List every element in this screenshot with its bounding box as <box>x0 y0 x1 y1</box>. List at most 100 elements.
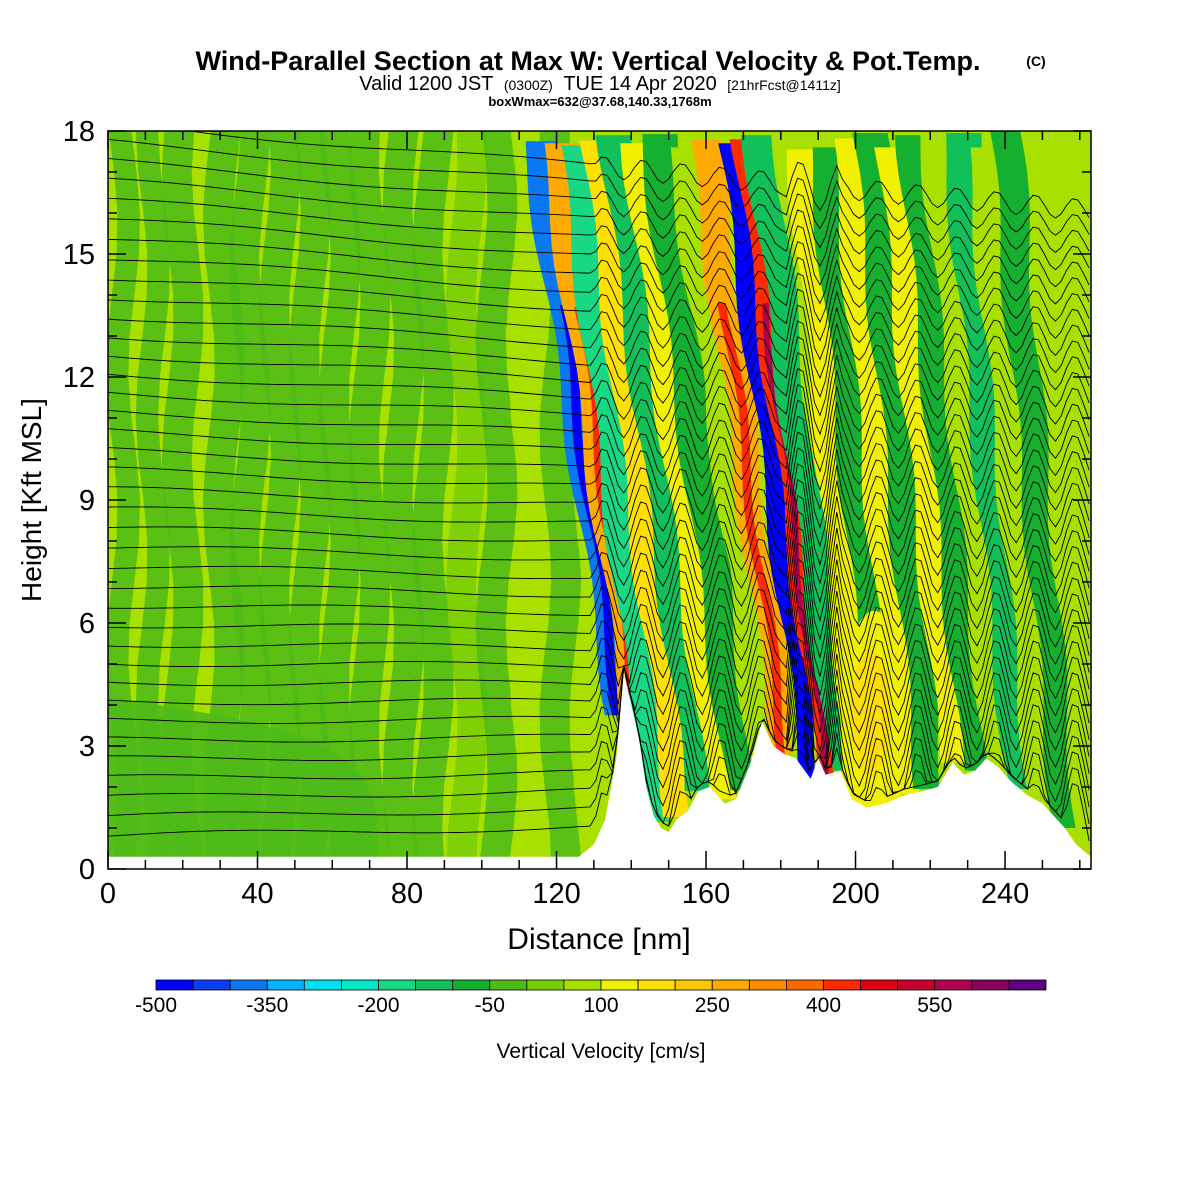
x-tick-label: 200 <box>831 878 879 910</box>
chart-title: Wind-Parallel Section at Max W: Vertical… <box>196 46 981 76</box>
velocity-field <box>108 131 1076 869</box>
isentrope-contours <box>108 131 1090 841</box>
x-axis-tick-labels: 0 40 80 120 160 200 240 <box>100 878 1029 910</box>
isentrope-line <box>108 478 1090 585</box>
isentrope-line <box>108 238 1090 324</box>
y-axis-tick-labels: 0 3 6 9 12 15 18 <box>63 116 95 886</box>
isentrope-line <box>108 318 1090 398</box>
x-tick-label: 160 <box>682 878 730 910</box>
colorbar-swatch <box>229 979 268 991</box>
isentrope-line <box>108 415 1090 511</box>
isentrope-line <box>108 665 1090 807</box>
terrain-profile <box>108 672 1091 869</box>
colorbar-swatch <box>303 979 342 991</box>
isentrope-line <box>108 177 1090 271</box>
colorbar-label: Vertical Velocity [cm/s] <box>497 1040 706 1063</box>
colorbar-swatch <box>563 979 602 991</box>
colorbar-swatch <box>378 979 416 991</box>
terrain-mask <box>108 672 1091 869</box>
isentrope-line <box>108 542 1090 659</box>
colorbar-swatch <box>823 979 861 991</box>
isentrope-line <box>108 665 1090 827</box>
velocity-band-wave <box>990 131 1076 828</box>
velocity-band-wave <box>741 135 856 771</box>
isentrope-line <box>108 605 1090 733</box>
colorbar-swatch <box>637 979 676 991</box>
axis-ticks <box>107 130 1091 870</box>
isentrope-line <box>108 462 1090 567</box>
isentrope-line <box>108 621 1090 752</box>
colorbar-swatch <box>674 979 713 991</box>
colorbar-tick-label: -50 <box>475 994 505 1017</box>
velocity-band-wave <box>920 131 1015 767</box>
colorbar-swatch <box>748 979 787 991</box>
velocity-band-wave <box>642 134 757 791</box>
velocity-band-west <box>509 131 552 869</box>
y-axis-label: Height [Kft MSL] <box>16 398 47 602</box>
colorbar-swatch <box>897 979 936 991</box>
velocity-band-west <box>135 131 170 869</box>
y-tick-label: 18 <box>63 116 95 148</box>
isentrope-line <box>108 197 1090 288</box>
colorbar-tick-label: 400 <box>806 994 841 1017</box>
isentrope-line <box>108 158 1090 253</box>
isentrope-line <box>108 665 1090 824</box>
subtitle-valid: Valid 1200 JST <box>359 73 493 95</box>
colorbar-swatch <box>155 979 194 991</box>
isentrope-line <box>108 383 1090 473</box>
colorbar-swatch <box>711 979 750 991</box>
velocity-band-core <box>744 307 811 779</box>
isentrope-line <box>108 510 1090 623</box>
y-tick-label: 15 <box>63 239 95 271</box>
isentrope-line <box>108 218 1090 305</box>
colorbar-swatch <box>341 979 379 991</box>
colorbar-tick-labels: -500 -350 -200 -50 100 250 400 550 <box>135 994 952 1017</box>
velocity-band-wave <box>561 145 671 822</box>
isentrope-line <box>186 131 1090 219</box>
colorbar-swatch <box>934 979 973 991</box>
colorbar-tick-label: 250 <box>695 994 730 1017</box>
isentrope-line <box>108 665 1090 771</box>
colorbar <box>155 979 1047 991</box>
chart-annotation: boxWmax=632@37.68,140.33,1768m <box>488 94 711 109</box>
y-tick-label: 9 <box>79 485 95 517</box>
isentrope-line <box>108 279 1090 361</box>
colorbar-swatch <box>192 979 231 991</box>
colorbar-swatch <box>415 979 454 991</box>
subtitle-utc: (0300Z) <box>504 77 553 93</box>
subtitle-date: TUE 14 Apr 2020 <box>563 73 716 95</box>
colorbar-swatch <box>526 979 565 991</box>
isentrope-line <box>108 665 1090 789</box>
isentrope-line <box>108 573 1090 696</box>
velocity-band-west <box>382 131 425 869</box>
colorbar-swatch <box>489 979 528 991</box>
isentrope-line <box>108 352 1090 436</box>
updraft-blob-core <box>850 650 891 777</box>
y-tick-label: 0 <box>79 854 95 886</box>
low-level-sink <box>108 696 378 869</box>
x-tick-label: 0 <box>100 878 116 910</box>
x-tick-label: 80 <box>391 878 423 910</box>
velocity-band-wave <box>595 135 711 792</box>
y-tick-label: 3 <box>79 731 95 763</box>
velocity-band-wave <box>579 140 690 818</box>
isentrope-line <box>108 589 1090 714</box>
velocity-band-wave <box>970 147 1057 804</box>
isentrope-line <box>108 259 1090 342</box>
isentrope-line <box>108 138 1090 236</box>
isentrope-line <box>108 367 1090 454</box>
title-mark: (C) <box>1026 53 1045 69</box>
colorbar-swatch <box>1008 979 1047 991</box>
isentrope-line <box>108 653 1090 764</box>
colorbar-swatch <box>971 979 1010 991</box>
colorbar-swatch <box>860 979 899 991</box>
isentrope-line <box>108 494 1090 604</box>
isentrope-line <box>108 447 1090 548</box>
x-tick-label: 120 <box>532 878 580 910</box>
y-tick-label: 12 <box>63 362 95 394</box>
colorbar-tick-label: -500 <box>135 994 177 1017</box>
chart-subtitle: Valid 1200 JST (0300Z) TUE 14 Apr 2020 [… <box>359 73 841 95</box>
velocity-band-wave <box>894 135 992 771</box>
velocity-band-wave <box>834 138 920 795</box>
